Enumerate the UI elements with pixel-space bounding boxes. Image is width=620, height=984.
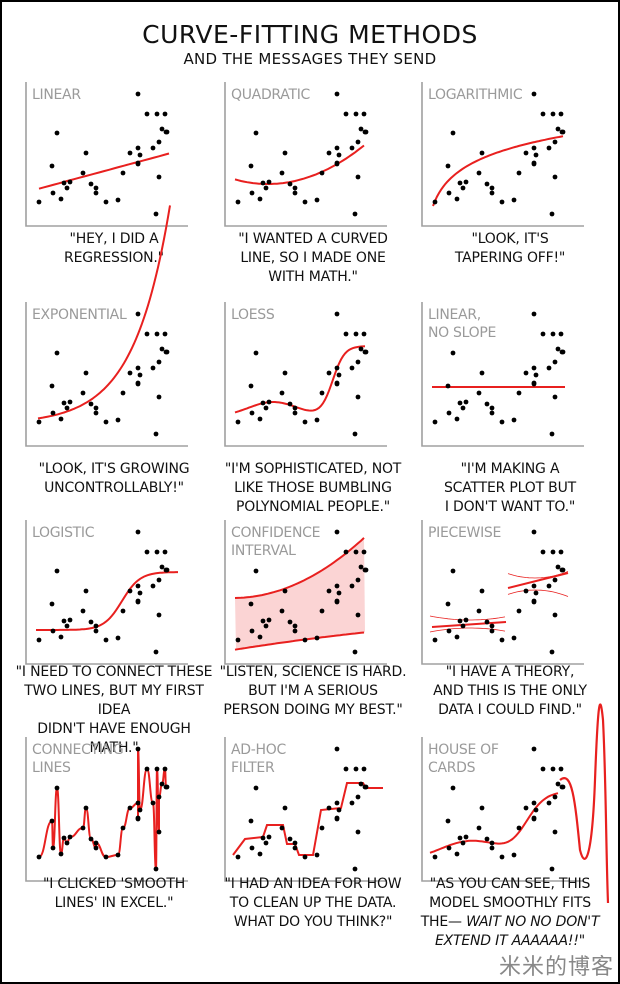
panel-piecewise: PIECEWISE "I HAVE A THEORY, AND THIS IS TH…: [418, 518, 618, 733]
panel-label: CONNECTING LINES: [32, 742, 124, 776]
plot: [224, 82, 387, 227]
axes: [25, 302, 188, 447]
axes: [25, 82, 188, 227]
panel-label: LINEAR: [32, 87, 81, 103]
panel-label: LINEAR, NO SLOPE: [428, 307, 497, 341]
plot: [421, 737, 584, 882]
plot: [224, 737, 387, 882]
panel-loess: LOESS "I'M SOPHISTICATED, NOT LIKE THOSE B…: [221, 300, 421, 515]
panel-house-of: HOUSE OF CARDS "AS YOU CAN SEE, THIS MODEL …: [418, 735, 618, 950]
panel-logistic: LOGISTIC "I NEED TO CONNECT THESE TWO LINE…: [16, 518, 222, 756]
panel-exponential: EXPONENTIAL "LOOK, IT'S GROWING UNCONTROLL…: [22, 205, 222, 515]
panel-caption: "I NEED TO CONNECT THESE TWO LINES, BUT M…: [15, 664, 213, 756]
panel-caption: "LOOK, IT'S GROWING UNCONTROLLABLY!": [38, 461, 190, 496]
plot: [224, 302, 387, 447]
axes: [25, 737, 188, 882]
panel-ad-hoc: AD-HOC FILTER "I HAD AN IDEA FOR HOW TO CLE…: [221, 735, 421, 950]
axes: [224, 520, 387, 665]
panel-label: PIECEWISE: [428, 525, 502, 541]
panel-connecting: CONNECTING LINES "I CLICKED 'SMOOTH LINES' …: [22, 735, 222, 950]
panel-caption: "I HAD AN IDEA FOR HOW TO CLEAN UP THE DA…: [224, 876, 402, 930]
plot: [421, 520, 584, 665]
plot: [224, 520, 387, 665]
comic-subtitle: AND THE MESSAGES THEY SEND: [183, 50, 437, 68]
panel-linear: LINEAR, NO SLOPE "I'M MAKING A SCATTER PLOT…: [418, 300, 618, 515]
plot: [421, 302, 584, 447]
axes: [224, 737, 387, 882]
panel-label: QUADRATIC: [231, 87, 311, 103]
axes: [421, 302, 584, 447]
panel-caption: "LISTEN, SCIENCE IS HARD. BUT I'M A SERIO…: [219, 664, 407, 718]
watermark: 米米的博客: [498, 955, 614, 980]
panel-linear: LINEAR "HEY, I DID A REGRESSION.": [22, 80, 222, 295]
panel-caption: "HEY, I DID A REGRESSION.": [64, 231, 164, 266]
panel-quadratic: QUADRATIC "I WANTED A CURVED LINE, SO I MA…: [221, 80, 421, 295]
panel-logarithmic: LOGARITHMIC "LOOK, IT'S TAPERING OFF!": [418, 80, 618, 295]
panel-label: HOUSE OF CARDS: [428, 742, 499, 776]
axes: [421, 520, 584, 665]
panel-label: LOESS: [231, 307, 275, 323]
panel-caption: "I HAVE A THEORY, AND THIS IS THE ONLY DAT…: [433, 664, 587, 718]
plot: [421, 82, 584, 227]
panel-label: LOGARITHMIC: [428, 87, 523, 103]
panel-caption: "I'M SOPHISTICATED, NOT LIKE THOSE BUMBLI…: [224, 461, 402, 515]
axes: [421, 82, 584, 227]
panel-caption: "AS YOU CAN SEE, THIS MODEL SMOOTHLY FITS…: [420, 876, 600, 949]
plot: [25, 520, 188, 665]
panel-caption: "I'M MAKING A SCATTER PLOT BUT I DON'T WAN…: [443, 461, 576, 515]
panel-caption: "LOOK, IT'S TAPERING OFF!": [454, 231, 566, 266]
panel-confidence: CONFIDENCE INTERVAL "LISTEN, SCIENCE IS HA…: [220, 518, 421, 733]
axes: [224, 302, 387, 447]
panel-caption: "I CLICKED 'SMOOTH LINES' IN EXCEL.": [42, 876, 186, 911]
axes: [224, 82, 387, 227]
axes: [25, 520, 188, 665]
plot: [25, 205, 188, 447]
plot: [25, 737, 188, 882]
panel-label: LOGISTIC: [32, 525, 95, 541]
panel-label: EXPONENTIAL: [32, 307, 127, 323]
comic-title: CURVE-FITTING METHODS: [142, 20, 478, 49]
axes: [421, 737, 584, 882]
plot: [25, 82, 188, 227]
panel-label: AD-HOC FILTER: [231, 742, 286, 776]
panel-caption: "I WANTED A CURVED LINE, SO I MADE ONE WIT…: [238, 231, 388, 285]
panel-label: CONFIDENCE INTERVAL: [231, 525, 321, 559]
